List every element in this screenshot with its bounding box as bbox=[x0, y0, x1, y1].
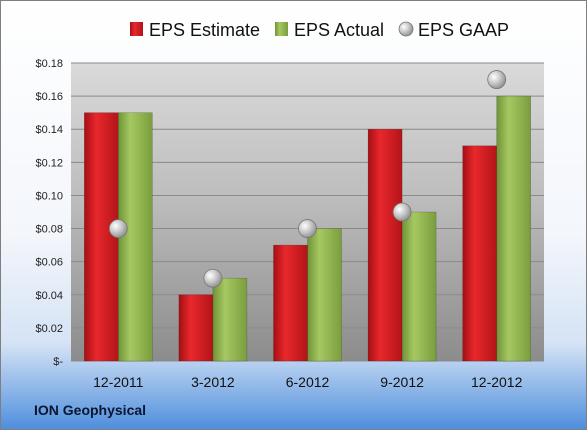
y-tick-label: $0.04 bbox=[35, 290, 63, 302]
bars bbox=[84, 95, 532, 362]
x-axis: 12-2011 3-2012 6-2012 9-2012 12-2012 bbox=[93, 374, 522, 390]
bar-eps-estimate bbox=[273, 244, 308, 362]
x-category-label: 3-2012 bbox=[191, 374, 235, 390]
legend-label: EPS Actual bbox=[294, 20, 384, 40]
y-axis: $- $0.02 $0.04 $0.06 $0.08 $0.10 $0.12 $0.14 $0.… bbox=[35, 58, 63, 368]
legend-swatch bbox=[275, 22, 288, 36]
x-category-label: 12-2011 bbox=[93, 374, 144, 390]
y-tick-label: $0.06 bbox=[35, 257, 63, 269]
y-tick-label: $0.14 bbox=[35, 124, 63, 136]
legend-swatch bbox=[130, 22, 143, 36]
y-tick-label: $0.02 bbox=[35, 323, 63, 335]
x-category-label: 12-2012 bbox=[471, 374, 523, 390]
gaap-markers bbox=[108, 70, 507, 288]
bar-eps-estimate bbox=[462, 145, 498, 362]
legend-label: EPS GAAP bbox=[418, 20, 509, 40]
gaap-point bbox=[298, 219, 317, 238]
gaap-point bbox=[203, 268, 223, 288]
bar-eps-actual bbox=[496, 95, 532, 362]
bar-eps-actual bbox=[401, 211, 437, 362]
x-category-label: 9-2012 bbox=[380, 374, 424, 390]
y-tick-label: $0.18 bbox=[35, 58, 63, 70]
bar-eps-actual bbox=[212, 277, 248, 362]
bar-eps-estimate bbox=[178, 294, 214, 362]
x-category-label: 6-2012 bbox=[286, 374, 330, 390]
company-name: ION Geophysical bbox=[34, 402, 146, 418]
y-tick-label: $0.10 bbox=[35, 190, 63, 202]
gaap-point bbox=[108, 219, 128, 238]
gaap-point bbox=[392, 202, 412, 222]
bar-eps-estimate bbox=[367, 128, 403, 362]
y-tick-label: $0.12 bbox=[35, 157, 63, 169]
gaap-point bbox=[487, 70, 507, 89]
legend: EPS Estimate EPS Actual EPS GAAP bbox=[130, 20, 509, 40]
legend-marker-gaap bbox=[398, 21, 414, 37]
bar-eps-actual bbox=[307, 228, 342, 362]
y-tick-label: $0.16 bbox=[35, 91, 63, 103]
bar-eps-actual bbox=[118, 112, 153, 362]
bar-eps-estimate bbox=[84, 112, 119, 362]
legend-label: EPS Estimate bbox=[149, 20, 260, 40]
y-tick-label: $- bbox=[53, 356, 63, 368]
y-tick-label: $0.08 bbox=[35, 224, 63, 236]
